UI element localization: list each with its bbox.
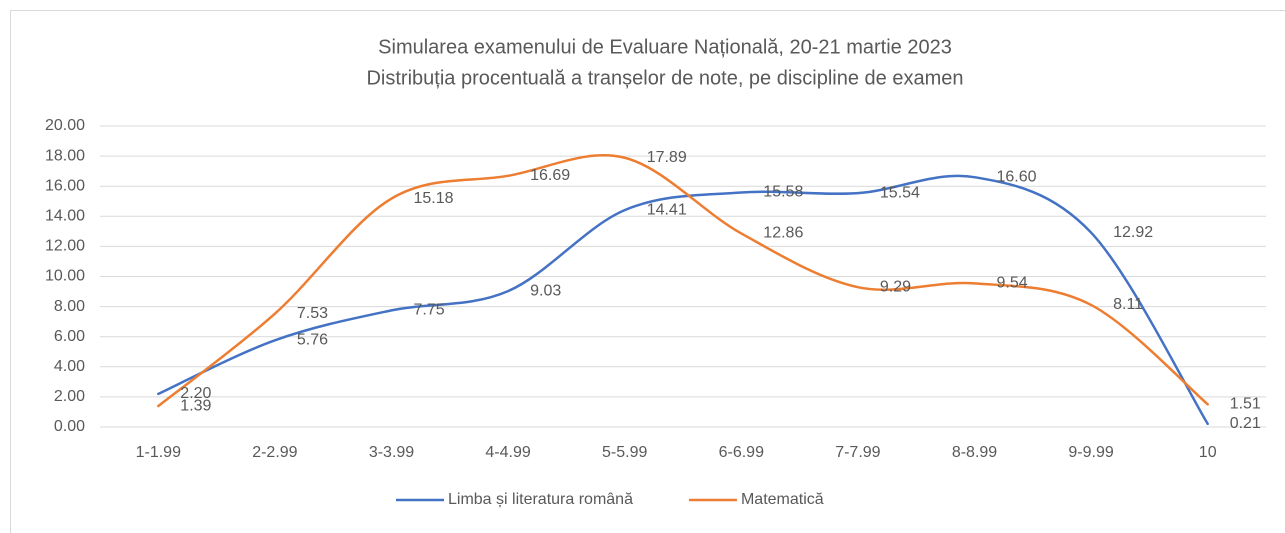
y-tick-label: 10.00 — [45, 268, 85, 285]
y-tick-label: 0.00 — [54, 418, 85, 435]
data-label: 7.53 — [297, 305, 328, 322]
y-tick-label: 2.00 — [54, 388, 85, 405]
series-line — [157, 154, 1209, 408]
chart-subtitle: Distribuția procentuală a tranșelor de n… — [366, 67, 963, 89]
data-label: 2.20 — [180, 385, 211, 402]
data-label: 1.39 — [180, 397, 211, 414]
x-tick-label: 10 — [1199, 444, 1217, 461]
x-tick-label: 2-2.99 — [252, 444, 297, 461]
chart-border — [10, 10, 1285, 533]
data-label: 15.54 — [880, 184, 920, 201]
x-tick-label: 9-9.99 — [1068, 444, 1113, 461]
x-tick-label: 5-5.99 — [602, 444, 647, 461]
y-tick-label: 8.00 — [54, 298, 85, 315]
y-tick-label: 16.00 — [45, 177, 85, 194]
x-tick-label: 7-7.99 — [835, 444, 880, 461]
x-tick-label: 6-6.99 — [719, 444, 764, 461]
x-tick-label: 8-8.99 — [952, 444, 997, 461]
legend-label: Matematică — [741, 491, 824, 508]
data-label: 16.60 — [997, 168, 1037, 185]
legend-label: Limba și literatura română — [448, 491, 633, 508]
y-tick-label: 12.00 — [45, 238, 85, 255]
data-label: 8.11 — [1113, 296, 1143, 313]
data-label: 12.86 — [763, 225, 803, 242]
x-tick-label: 4-4.99 — [485, 444, 530, 461]
data-label: 1.51 — [1230, 395, 1261, 412]
data-label: 16.69 — [530, 167, 570, 184]
data-label: 9.54 — [997, 275, 1028, 292]
data-label: 17.89 — [647, 149, 687, 166]
data-label: 15.58 — [763, 184, 803, 201]
series-line — [157, 174, 1209, 426]
y-tick-label: 20.00 — [45, 117, 85, 134]
data-label: 0.21 — [1230, 415, 1261, 432]
x-tick-label: 1-1.99 — [136, 444, 181, 461]
y-tick-label: 4.00 — [54, 358, 85, 375]
data-label: 9.29 — [880, 278, 911, 295]
data-label: 14.41 — [647, 201, 687, 218]
data-label: 9.03 — [530, 282, 561, 299]
data-label: 7.75 — [414, 302, 445, 319]
chart-title: Simularea examenului de Evaluare Naționa… — [378, 36, 952, 58]
data-label: 15.18 — [414, 190, 454, 207]
y-tick-label: 18.00 — [45, 147, 85, 164]
y-tick-label: 6.00 — [54, 328, 85, 345]
data-label: 12.92 — [1113, 224, 1153, 241]
y-tick-label: 14.00 — [45, 208, 85, 225]
x-tick-label: 3-3.99 — [369, 444, 414, 461]
data-label: 5.76 — [297, 332, 328, 349]
